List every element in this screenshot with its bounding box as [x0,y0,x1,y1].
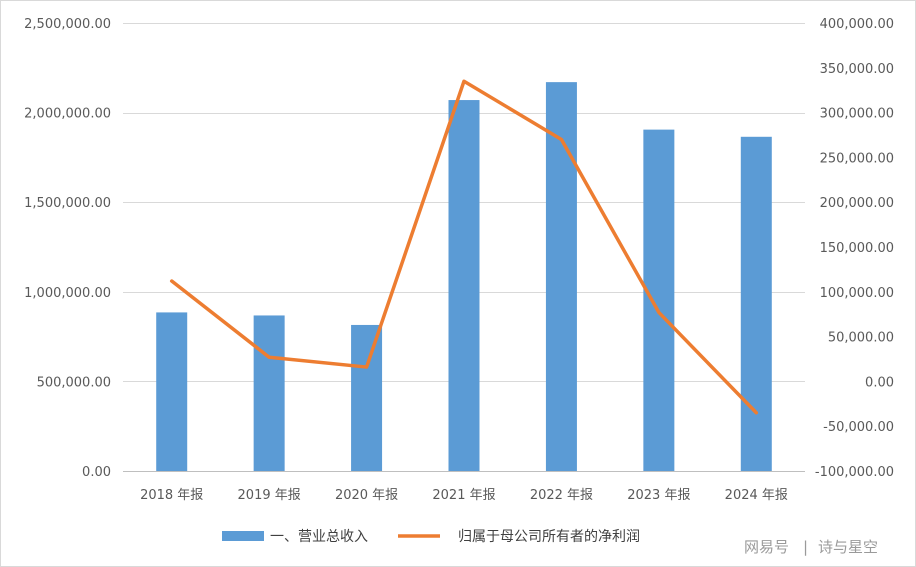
x-axis-tick: 2024 年报 [725,488,788,503]
watermark: 网易号 | 诗与星空 [744,538,878,556]
left-axis-tick-labels: 0.00 500,000.00 1,000,000.00 1,500,000.00 2,… [24,17,111,480]
revenue-bar [643,129,675,471]
x-axis-tick: 2023 年报 [627,488,690,503]
left-axis-tick: 1,000,000.00 [24,286,111,301]
right-axis-tick: -50,000.00 [823,420,894,435]
x-axis-tick: 2018 年报 [140,488,203,503]
watermark-divider: | [803,538,808,556]
right-axis-tick: 200,000.00 [820,196,894,211]
revenue-bar [253,315,285,471]
legend: 一、营业总收入 归属于母公司所有者的净利润 [222,528,640,545]
x-axis-tick: 2021 年报 [432,488,495,503]
legend-label-net-profit: 归属于母公司所有者的净利润 [458,528,640,545]
left-axis-tick: 1,500,000.00 [24,196,111,211]
legend-swatch-revenue [222,531,264,541]
revenue-bar [351,324,383,471]
left-axis-tick: 0.00 [82,465,111,480]
right-axis-tick: 400,000.00 [820,17,894,32]
bar-series-revenue [156,82,772,472]
revenue-bar [545,82,577,472]
right-axis-tick: 100,000.00 [820,286,894,301]
right-axis-tick: 250,000.00 [820,151,894,166]
right-axis-tick: 0.00 [865,375,894,390]
x-axis-tick: 2022 年报 [530,488,593,503]
revenue-bar [740,136,772,472]
legend-label-revenue: 一、营业总收入 [270,529,368,545]
left-axis-tick: 2,000,000.00 [24,107,111,122]
left-axis-tick: 2,500,000.00 [24,17,111,32]
right-axis-tick: 150,000.00 [820,241,894,256]
x-axis-tick: 2020 年报 [335,488,398,503]
watermark-left: 网易号 [744,538,789,556]
revenue-bar [448,100,480,471]
right-axis-tick: 50,000.00 [828,331,894,346]
right-axis-tick: -100,000.00 [815,465,894,480]
x-axis-tick-labels: 2018 年报 2019 年报 2020 年报 2021 年报 2022 年报 2023 … [140,488,788,503]
right-axis-tick: 300,000.00 [820,107,894,122]
revenue-bar [156,312,188,471]
watermark-right: 诗与星空 [818,538,878,556]
x-axis-tick: 2019 年报 [238,488,301,503]
right-axis-tick-labels: -100,000.00 -50,000.00 0.00 50,000.00 100,00… [815,17,894,480]
left-axis-tick: 500,000.00 [37,375,111,390]
line-series-net-profit [169,79,759,415]
right-axis-tick: 350,000.00 [820,62,894,77]
